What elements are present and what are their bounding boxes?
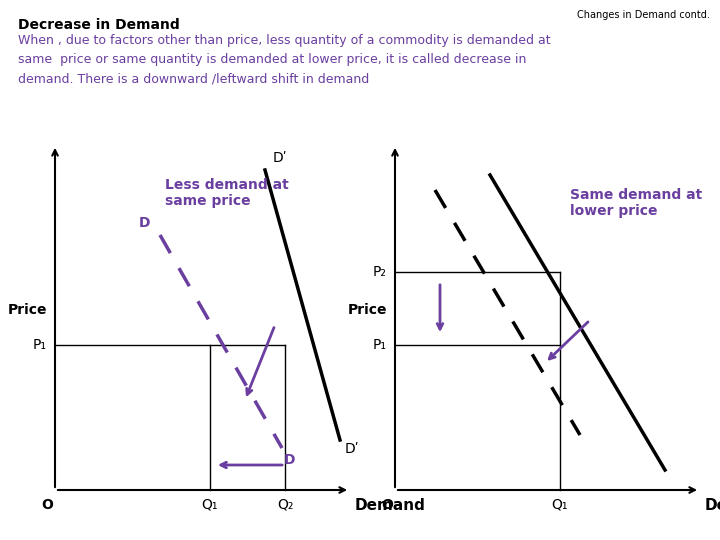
Text: P₂: P₂ (373, 265, 387, 279)
Text: Price: Price (7, 303, 47, 317)
Text: Q₁: Q₁ (202, 498, 218, 512)
Text: O: O (381, 498, 393, 512)
Text: Q₂: Q₂ (276, 498, 293, 512)
Text: Changes in Demand contd.: Changes in Demand contd. (577, 10, 710, 20)
Text: D: D (284, 453, 295, 467)
Text: Dʹ: Dʹ (273, 151, 287, 165)
Text: Q₁: Q₁ (552, 498, 568, 512)
Text: Demand: Demand (355, 497, 426, 512)
Text: D: D (138, 216, 150, 230)
Text: Less demand at
same price: Less demand at same price (165, 178, 289, 208)
Text: P₁: P₁ (33, 338, 47, 352)
Text: P₁: P₁ (373, 338, 387, 352)
Text: Dʹ: Dʹ (345, 442, 359, 456)
Text: Demand: Demand (705, 497, 720, 512)
Text: Decrease in Demand: Decrease in Demand (18, 18, 180, 32)
Text: Price: Price (348, 303, 387, 317)
Text: When , due to factors other than price, less quantity of a commodity is demanded: When , due to factors other than price, … (18, 34, 551, 85)
Text: O: O (41, 498, 53, 512)
Text: Same demand at
lower price: Same demand at lower price (570, 188, 702, 218)
